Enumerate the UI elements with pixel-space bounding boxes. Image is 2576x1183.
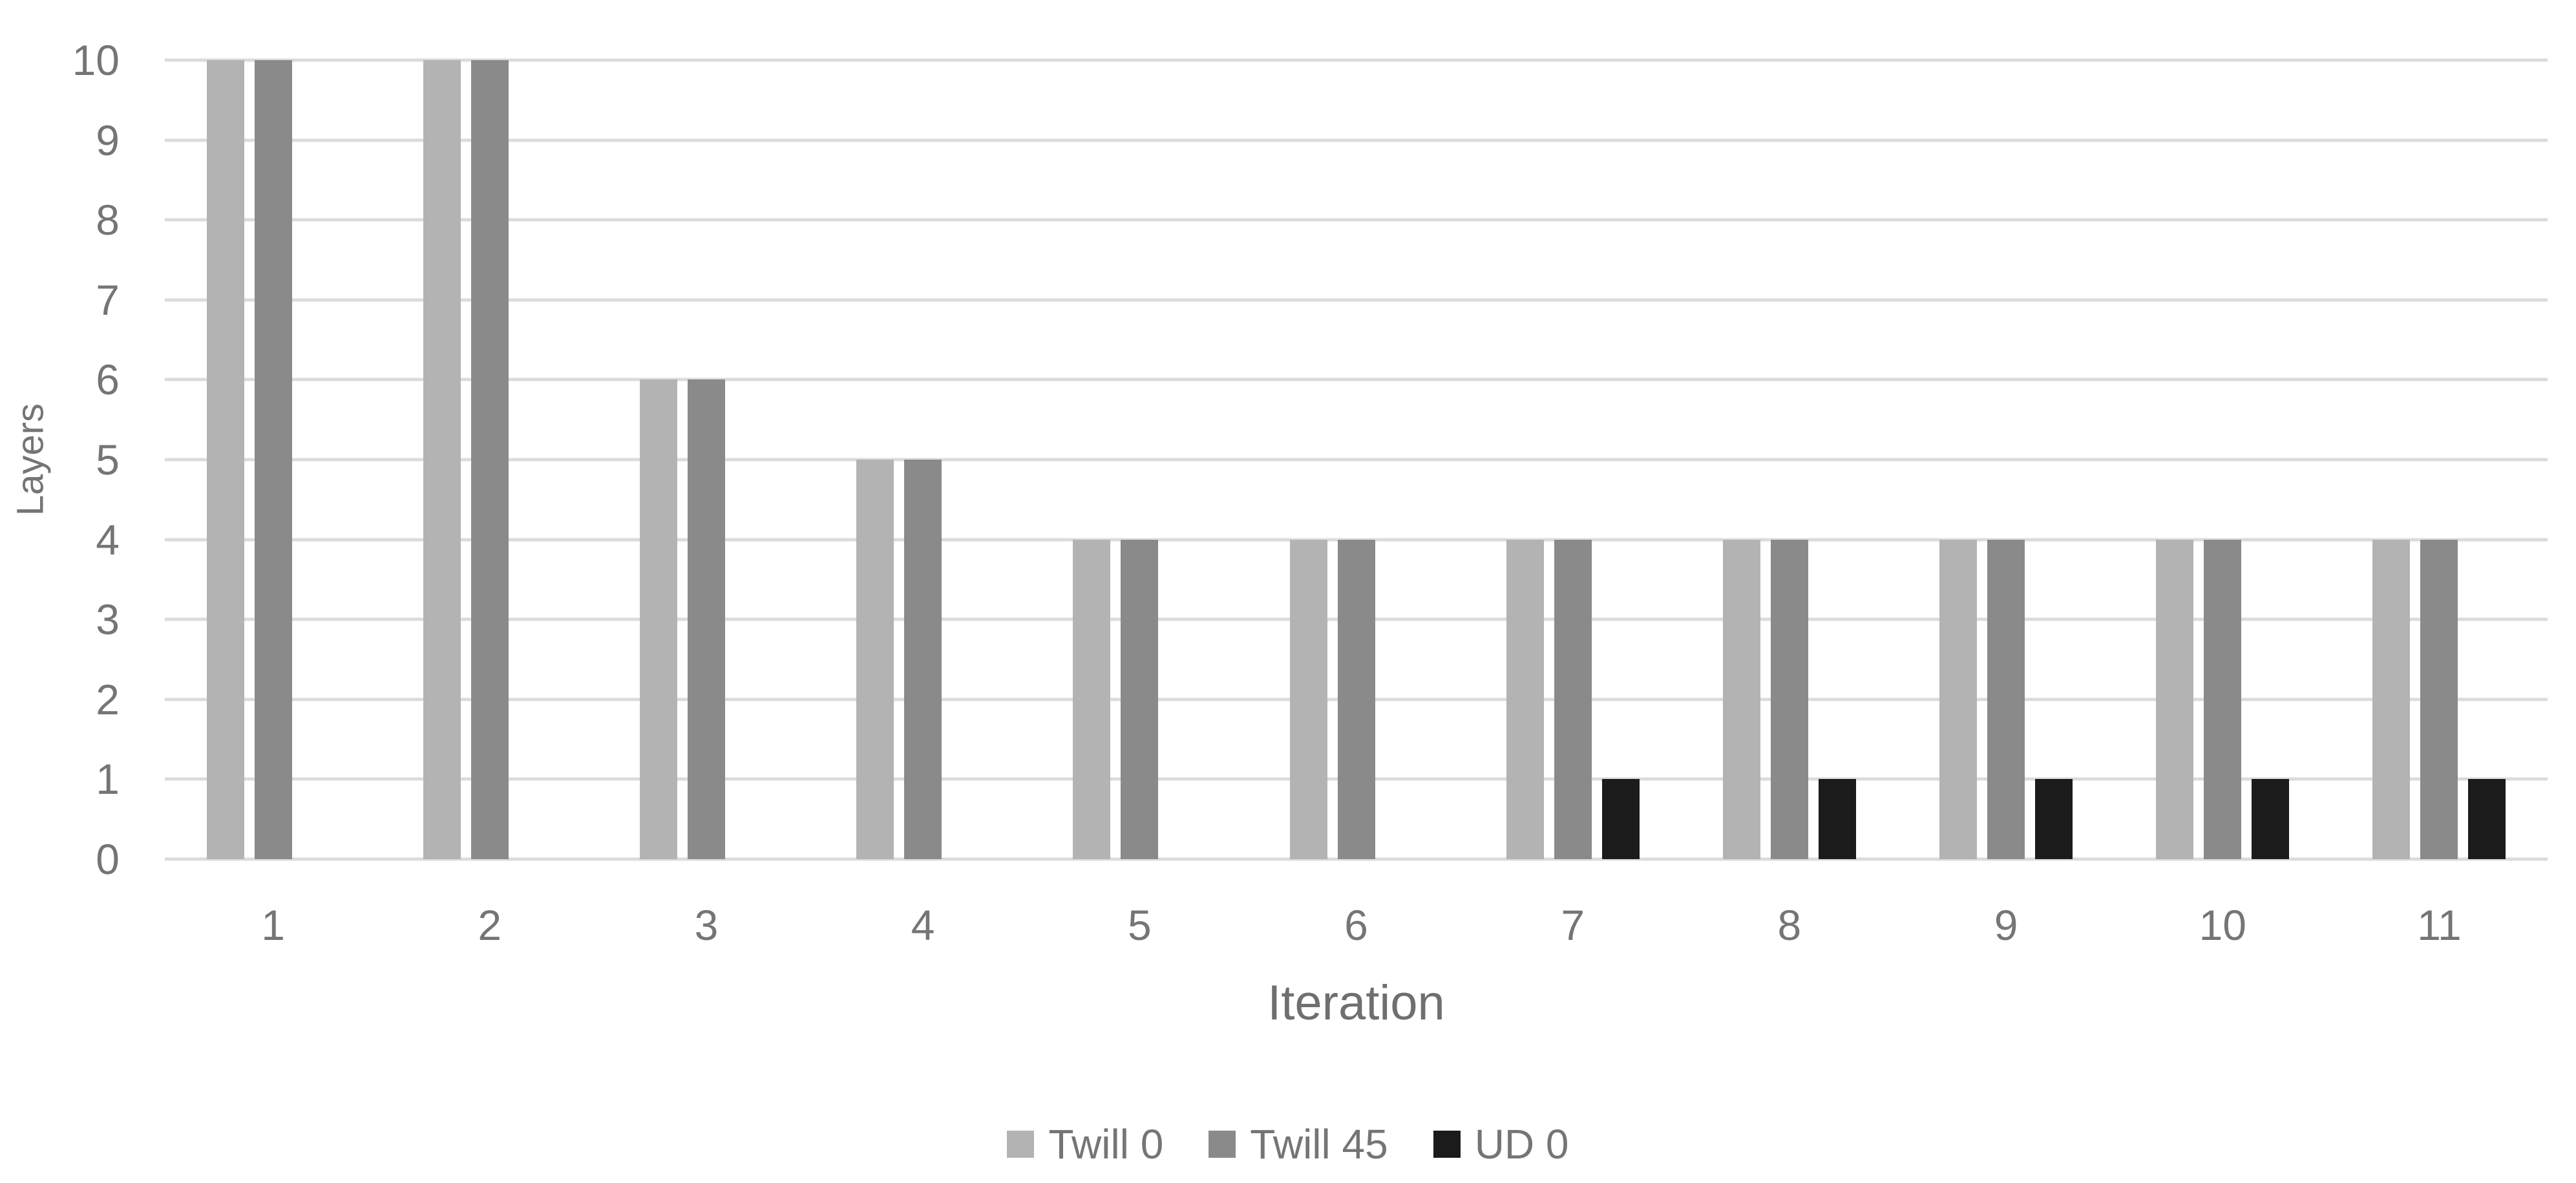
plot-area bbox=[165, 58, 2548, 861]
y-tick-label: 4 bbox=[96, 515, 120, 564]
bar-cluster bbox=[1031, 60, 1248, 859]
y-tick-label: 1 bbox=[96, 755, 120, 804]
y-tick-label: 7 bbox=[96, 275, 120, 324]
bar-ud-0 bbox=[1818, 779, 1856, 859]
bar-twill-0 bbox=[856, 460, 894, 859]
bars bbox=[165, 60, 2548, 859]
y-axis-tick-labels: 0 1 2 3 4 5 6 7 8 9 10 bbox=[0, 39, 120, 880]
bar-twill-45 bbox=[904, 460, 942, 859]
bar-twill-0 bbox=[1939, 539, 1978, 859]
bar-cluster bbox=[165, 60, 381, 859]
x-tick-label: 6 bbox=[1344, 901, 1368, 949]
x-tick-label: 3 bbox=[694, 901, 719, 949]
x-tick-label: 5 bbox=[1127, 901, 1152, 949]
gridline bbox=[165, 458, 2548, 462]
bar-twill-0 bbox=[1073, 539, 1111, 859]
bar-twill-0 bbox=[2372, 539, 2411, 859]
bar-twill-45 bbox=[470, 60, 509, 859]
bar-twill-45 bbox=[687, 379, 725, 859]
y-tick-label: 6 bbox=[96, 356, 120, 404]
bar-twill-0 bbox=[423, 60, 461, 859]
x-tick-label: 10 bbox=[2199, 901, 2246, 949]
gridline bbox=[165, 378, 2548, 381]
bar-ud-0 bbox=[2035, 779, 2073, 859]
bar-twill-0 bbox=[1506, 539, 1544, 859]
gridline bbox=[165, 58, 2548, 62]
x-tick-label: 1 bbox=[261, 901, 285, 949]
bar-cluster bbox=[2115, 60, 2331, 859]
bar-twill-45 bbox=[1337, 539, 1375, 859]
y-tick-label: 5 bbox=[96, 436, 120, 484]
bar-twill-45 bbox=[1121, 539, 1159, 859]
y-tick-label: 8 bbox=[96, 196, 120, 244]
bar-ud-0 bbox=[2252, 779, 2290, 859]
bar-twill-45 bbox=[2204, 539, 2242, 859]
bar-ud-0 bbox=[2468, 779, 2506, 859]
bar-ud-0 bbox=[1601, 779, 1640, 859]
bar-twill-0 bbox=[206, 60, 244, 859]
x-tick-label: 7 bbox=[1561, 901, 1585, 949]
bar-twill-45 bbox=[1554, 539, 1592, 859]
gridline bbox=[165, 218, 2548, 222]
bar-cluster bbox=[381, 60, 598, 859]
bar-twill-45 bbox=[254, 60, 292, 859]
legend-item-twill-0: Twill 0 bbox=[1007, 1124, 1163, 1165]
legend-item-twill-45: Twill 45 bbox=[1209, 1124, 1388, 1165]
bar-cluster bbox=[815, 60, 1031, 859]
y-tick-label: 2 bbox=[96, 675, 120, 723]
legend: Twill 0 Twill 45 UD 0 bbox=[0, 1124, 2576, 1165]
bar-cluster bbox=[1464, 60, 1681, 859]
bar-twill-45 bbox=[1770, 539, 1808, 859]
x-tick-label: 2 bbox=[478, 901, 502, 949]
legend-swatch bbox=[1007, 1131, 1035, 1158]
bar-twill-0 bbox=[1722, 539, 1760, 859]
x-tick-label: 8 bbox=[1777, 901, 1802, 949]
legend-swatch bbox=[1209, 1131, 1236, 1158]
legend-swatch bbox=[1433, 1131, 1461, 1158]
x-axis-tick-labels: 1 2 3 4 5 6 7 8 9 10 11 bbox=[165, 904, 2548, 946]
legend-label: Twill 45 bbox=[1250, 1121, 1388, 1167]
y-tick-label: 0 bbox=[96, 835, 120, 883]
bar-cluster bbox=[598, 60, 814, 859]
x-tick-label: 4 bbox=[911, 901, 935, 949]
bar-cluster bbox=[1248, 60, 1464, 859]
bar-twill-45 bbox=[1987, 539, 2025, 859]
gridline bbox=[165, 138, 2548, 142]
bar-cluster bbox=[1898, 60, 2115, 859]
x-axis-title: Iteration bbox=[1267, 975, 1445, 1030]
x-tick-label: 9 bbox=[1994, 901, 2018, 949]
bar-twill-45 bbox=[2420, 539, 2458, 859]
gridline bbox=[165, 857, 2548, 861]
y-tick-label: 10 bbox=[72, 36, 120, 84]
bar-twill-0 bbox=[639, 379, 677, 859]
bar-twill-0 bbox=[1289, 539, 1327, 859]
y-tick-label: 3 bbox=[96, 595, 120, 644]
x-tick-label: 11 bbox=[2417, 901, 2462, 949]
legend-label: UD 0 bbox=[1474, 1121, 1569, 1167]
bar-cluster bbox=[2331, 60, 2548, 859]
legend-label: Twill 0 bbox=[1048, 1121, 1164, 1167]
y-tick-label: 9 bbox=[96, 116, 120, 164]
bar-twill-0 bbox=[2156, 539, 2194, 859]
bar-cluster bbox=[1681, 60, 1897, 859]
legend-item-ud-0: UD 0 bbox=[1433, 1124, 1569, 1165]
gridline bbox=[165, 298, 2548, 302]
